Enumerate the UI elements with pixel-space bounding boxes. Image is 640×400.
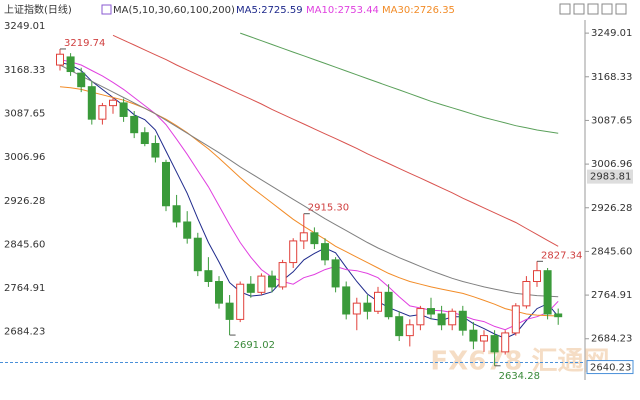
button[interactable] [559, 3, 571, 15]
candle-body [543, 270, 552, 315]
candle-body [77, 72, 86, 88]
candle-body [257, 275, 266, 293]
toolbar [559, 3, 627, 15]
candle-body [522, 281, 531, 307]
candle-body [204, 270, 213, 283]
candle-body [480, 335, 488, 342]
annotation: 3219.74 [64, 38, 105, 49]
candle-body [66, 56, 75, 73]
y-tick-label: 3006.96 [4, 152, 45, 163]
y-tick-label: 2845.60 [591, 246, 632, 257]
candle-body [87, 86, 96, 120]
candle-body [363, 302, 372, 312]
annotation: 2691.02 [234, 340, 275, 351]
price-label: 2983.81 [590, 172, 631, 183]
y-tick-label: 3249.01 [591, 28, 632, 39]
candle-body [278, 262, 287, 288]
candle-body [405, 324, 414, 337]
chart-title: 上证指数(日线) [4, 3, 72, 16]
candle-body [172, 205, 181, 223]
candle-body [130, 115, 139, 134]
candle-body [140, 132, 149, 145]
ma-line [59, 64, 559, 298]
candle-body [416, 308, 425, 326]
candle-body [395, 316, 404, 337]
candle-body [490, 335, 499, 353]
indicator-icon[interactable] [101, 4, 112, 15]
legend-entry: MA5:2725.59 [236, 5, 303, 16]
candle-body [374, 291, 382, 312]
candle-body [331, 259, 340, 288]
candle-body [469, 329, 478, 342]
candle-body [321, 243, 329, 261]
candle-body [554, 313, 563, 318]
candle-body [193, 237, 202, 272]
candle-body [458, 310, 467, 331]
annotation: 2827.34 [541, 250, 582, 261]
price-label: 2640.23 [590, 363, 631, 374]
legend-entry: MA10:2753.44 [306, 5, 379, 16]
candle-body [246, 283, 255, 293]
ma-line [112, 34, 559, 247]
candle-body [268, 275, 276, 288]
y-tick-label: 3168.33 [4, 65, 45, 76]
candle-body [289, 240, 298, 264]
button[interactable] [615, 3, 627, 15]
candle-body [225, 302, 234, 320]
candle-body [162, 161, 170, 207]
y-tick-label: 2684.23 [591, 334, 632, 345]
candle-body [501, 332, 510, 353]
candle-body [533, 270, 541, 283]
y-tick-label: 3168.33 [591, 72, 632, 83]
button[interactable] [587, 3, 599, 15]
indicator-label: MA(5,10,30,60,100,200) [113, 5, 235, 16]
ma-line [240, 32, 559, 134]
candle-body [299, 232, 308, 242]
candle-body [151, 143, 160, 158]
candle-body [384, 291, 393, 318]
candle-body [183, 221, 192, 239]
price-box [587, 169, 633, 184]
annotation: 2915.30 [308, 203, 349, 214]
candle-body [342, 286, 351, 315]
candle-body [56, 53, 64, 66]
annotation: 2634.28 [499, 371, 540, 382]
candle-body [427, 308, 435, 315]
y-tick-label: 3006.96 [591, 159, 632, 170]
legend-entry: MA30:2726.35 [382, 5, 455, 16]
watermark: FX678 汇通网 [430, 347, 609, 377]
candle-body [352, 302, 361, 315]
candle-body [437, 313, 446, 326]
y-tick-label: 2926.28 [4, 196, 45, 207]
price-box [586, 360, 634, 375]
y-tick-label: 2926.28 [591, 203, 632, 214]
button[interactable] [601, 3, 613, 15]
candle-body [215, 281, 223, 304]
candle-body [109, 99, 117, 107]
y-tick-label: 3087.65 [591, 115, 632, 126]
button[interactable] [573, 3, 585, 15]
candle-body [310, 232, 319, 245]
y-tick-label: 2764.91 [4, 283, 45, 294]
y-tick-label: 2845.60 [4, 239, 45, 250]
y-tick-label: 3087.65 [4, 108, 45, 119]
candle-body [119, 102, 128, 117]
candle-body [511, 305, 520, 334]
ma-line [59, 61, 559, 339]
y-tick-label: 2684.23 [4, 327, 45, 338]
candle-body [98, 105, 107, 120]
ma-line [59, 59, 559, 331]
candle-body [236, 283, 245, 320]
candle-body [448, 310, 457, 326]
y-tick-label: 2764.91 [591, 290, 632, 301]
y-tick-label: 3249.01 [4, 21, 45, 32]
